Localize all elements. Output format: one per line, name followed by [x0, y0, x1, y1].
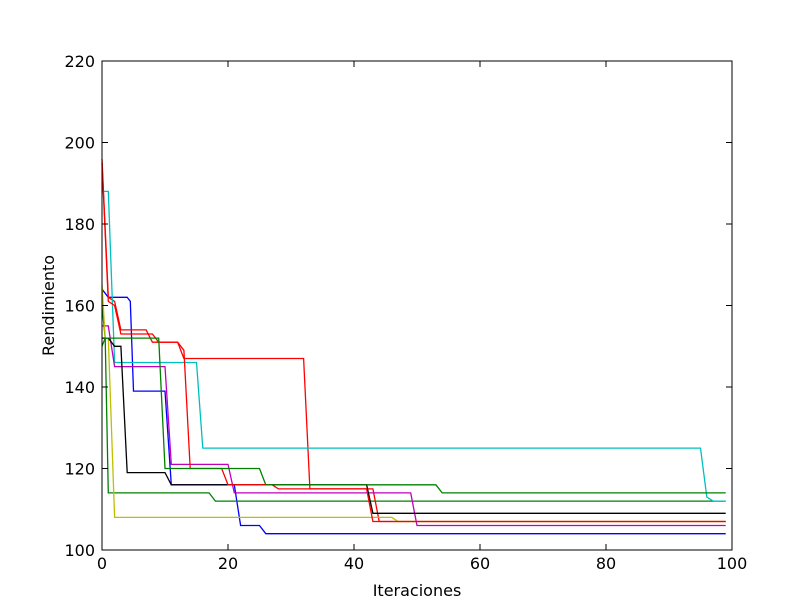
tick-layer: 0 20 40 60 80 100 100 120 140 160 180 200 220 [64, 52, 747, 573]
x-tick-label: 100 [717, 554, 748, 573]
x-tick-label: 0 [97, 554, 107, 573]
y-tick-label: 100 [64, 541, 95, 560]
series-layer [101, 158, 726, 535]
y-tick-label: 180 [64, 215, 95, 234]
x-tick-label: 80 [596, 554, 616, 573]
series-line-7 [102, 337, 726, 514]
series-line-9 [101, 337, 726, 494]
x-tick-label: 60 [470, 554, 490, 573]
y-tick-label: 200 [64, 134, 95, 153]
y-tick-label: 220 [64, 52, 95, 71]
y-tick-label: 120 [64, 460, 95, 479]
series-line-8 [101, 162, 726, 523]
series-line-4 [102, 190, 726, 502]
series-line-2 [101, 305, 726, 502]
y-tick-label: 160 [64, 297, 95, 316]
x-axis-label: Iteraciones [373, 581, 462, 600]
x-tick-label: 40 [344, 554, 364, 573]
y-tick-label: 140 [64, 378, 95, 397]
series-line-5 [102, 325, 726, 527]
x-tick-label: 20 [218, 554, 238, 573]
y-axis-label: Rendimiento [39, 255, 58, 356]
